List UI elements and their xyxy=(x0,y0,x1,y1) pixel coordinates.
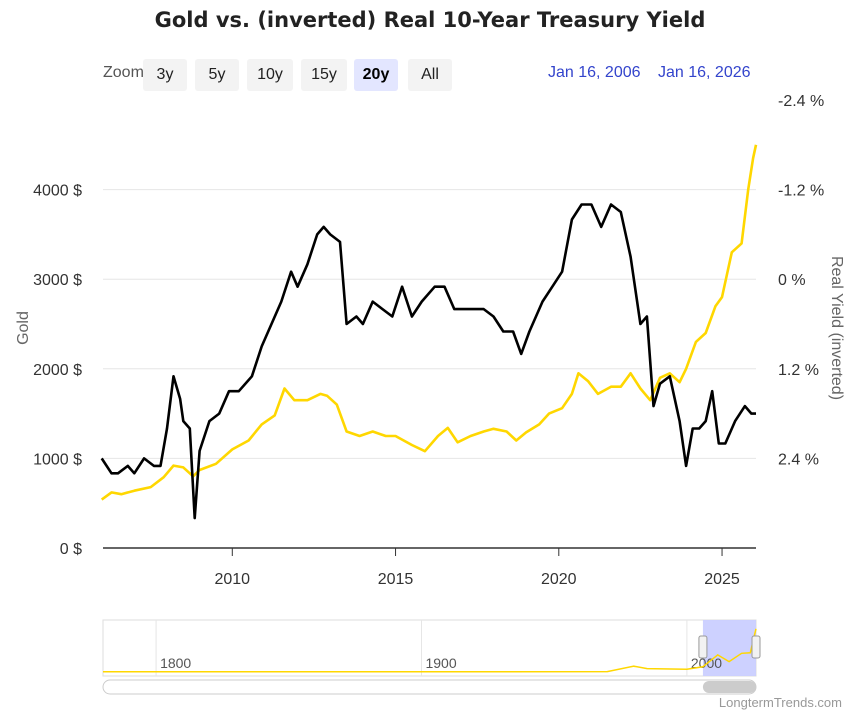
zoom-button-10y[interactable]: 10y xyxy=(247,59,293,91)
left-axis-tick-label: 1000 $ xyxy=(33,451,82,468)
zoom-button-20y[interactable]: 20y xyxy=(354,59,398,91)
right-axis-tick-label: -1.2 % xyxy=(778,183,824,200)
left-axis-tick-label: 2000 $ xyxy=(33,362,82,379)
zoom-button-5y[interactable]: 5y xyxy=(195,59,239,91)
zoom-button-15y[interactable]: 15y xyxy=(301,59,347,91)
right-axis-tick-label: 1.2 % xyxy=(778,362,819,379)
left-axis-tick-label: 3000 $ xyxy=(33,272,82,289)
chart-title: Gold vs. (inverted) Real 10-Year Treasur… xyxy=(154,8,706,32)
right-axis-tick-label: 0 % xyxy=(778,272,806,289)
zoom-button-All[interactable]: All xyxy=(408,59,452,91)
navigator-gold-line xyxy=(103,628,757,673)
scrollbar-track xyxy=(102,679,757,695)
navigator-selection-mask xyxy=(702,620,756,676)
scrollbar-thumb[interactable] xyxy=(702,681,756,693)
credits[interactable]: LongtermTrends.com xyxy=(718,695,842,710)
zoom-label: Zoom xyxy=(103,64,143,81)
real-yield-series-line xyxy=(100,203,756,520)
left-axis-tick-label: 4000 $ xyxy=(33,183,82,200)
x-axis-tick-label: 2020 xyxy=(541,571,577,588)
navigator-tick-label: 1900 xyxy=(425,655,456,671)
range-from-input[interactable]: Jan 16, 2006 xyxy=(548,64,641,81)
navigator-tick-label: 1800 xyxy=(160,655,191,671)
right-axis-tick-label: 2.4 % xyxy=(778,451,819,468)
x-axis-tick-label: 2025 xyxy=(704,571,740,588)
right-axis-title: Real Yield (inverted) xyxy=(828,256,845,400)
navigator-right-handle[interactable] xyxy=(751,635,761,659)
zoom-button-3y[interactable]: 3y xyxy=(143,59,187,91)
x-axis-tick-label: 2015 xyxy=(378,571,414,588)
x-axis-tick-label: 2010 xyxy=(214,571,250,588)
right-axis-tick-label: -2.4 % xyxy=(778,93,824,110)
left-axis-tick-label: 0 $ xyxy=(60,541,82,558)
gold-series-line xyxy=(100,144,758,501)
navigator-left-handle[interactable] xyxy=(698,635,708,659)
range-to-input[interactable]: Jan 16, 2026 xyxy=(658,64,751,81)
left-axis-title: Gold xyxy=(15,311,32,345)
